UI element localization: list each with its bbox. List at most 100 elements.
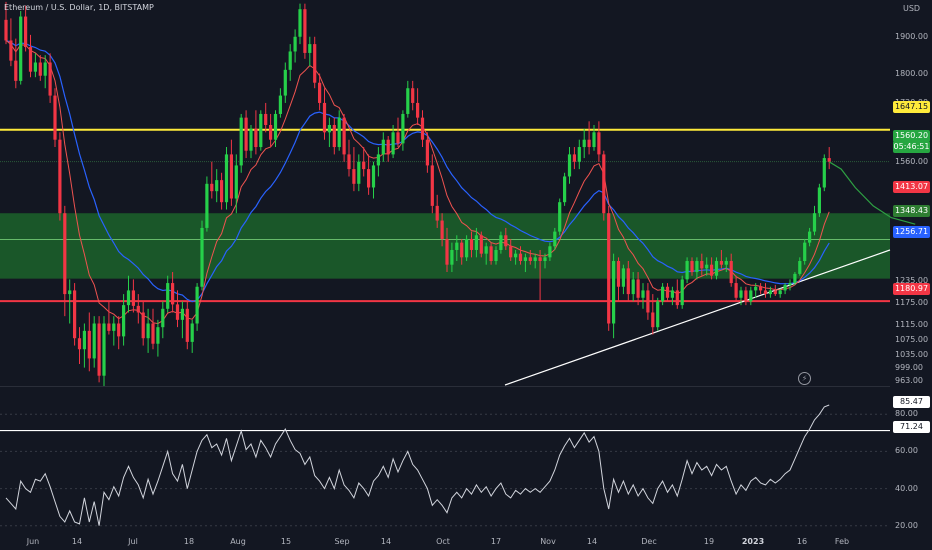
candle-body — [249, 128, 253, 151]
candle-body — [538, 257, 542, 262]
countdown-badge: 05:46:51 — [893, 141, 930, 153]
resistance-price-badge: 1647.15 — [893, 101, 930, 113]
candle-body — [53, 95, 57, 140]
candle-body — [171, 283, 175, 305]
zone-mid-badge: 1348.43 — [893, 205, 930, 217]
candle-body — [33, 62, 37, 72]
candle-body — [768, 290, 772, 295]
candle-body — [705, 264, 709, 269]
candle-body — [489, 246, 493, 262]
candle-body — [656, 301, 660, 328]
rsi-level-badge: 71.24 — [893, 421, 930, 433]
candle-body — [28, 47, 33, 72]
candle-body — [175, 304, 180, 320]
candle-body — [200, 227, 204, 287]
candle-body — [420, 117, 425, 140]
candle-body — [381, 139, 385, 155]
candle-body — [131, 290, 135, 306]
candle-body — [690, 261, 694, 273]
candle-body — [327, 124, 331, 133]
candle-body — [303, 9, 307, 53]
candle-body — [136, 305, 140, 313]
rsi-tick-label: 40.00 — [895, 483, 918, 493]
candle-body — [58, 139, 62, 214]
candle-body — [239, 117, 243, 166]
candle-body — [700, 261, 704, 269]
candle-body — [24, 16, 28, 48]
candle-body — [563, 176, 567, 203]
time-tick-label: 19 — [703, 537, 715, 546]
candle-body — [185, 308, 189, 342]
candle-body — [670, 290, 674, 298]
candle-body — [455, 242, 459, 250]
candle-body — [337, 117, 341, 148]
time-tick-label: Feb — [834, 537, 850, 546]
candle-body — [352, 169, 356, 184]
price-tick-label: 1560.00 — [895, 156, 929, 166]
candle-body — [318, 82, 322, 103]
candle-body — [636, 279, 640, 298]
candle-body — [612, 261, 616, 324]
candle-body — [342, 117, 346, 155]
candle-body — [469, 238, 474, 250]
candle-body — [793, 273, 797, 284]
symbol-title[interactable]: Ethereum / U.S. Dollar, 1D, BITSTAMP — [4, 3, 154, 12]
candle-body — [425, 139, 429, 166]
candle-body — [523, 257, 527, 262]
rsi-tick-label: 60.00 — [895, 446, 918, 456]
candle-body — [783, 284, 787, 291]
candle-body — [465, 238, 469, 258]
time-tick-label: 15 — [280, 537, 292, 546]
candle-body — [14, 60, 18, 81]
trendline — [504, 249, 891, 386]
candle-body — [63, 213, 67, 295]
candle-body — [479, 235, 483, 254]
candle-body — [602, 154, 606, 214]
price-tick-label: 963.00 — [895, 376, 923, 386]
candle-body — [224, 154, 229, 203]
currency-label[interactable]: USD — [903, 4, 921, 13]
candle-body — [773, 290, 777, 295]
rsi-tick-label: 20.00 — [895, 520, 918, 530]
candle-body — [273, 113, 278, 140]
time-tick-label: Nov — [540, 537, 556, 546]
candle-body — [739, 290, 743, 298]
candle-body — [43, 62, 47, 76]
time-tick-label: 2023 — [741, 537, 765, 546]
candle-body — [151, 323, 155, 344]
ema-fast-badge: 1413.07 — [893, 181, 930, 193]
candle-body — [102, 323, 106, 376]
candle-body — [695, 261, 699, 273]
candle-body — [210, 183, 214, 192]
price-tick-label: 1115.00 — [895, 320, 929, 330]
candle-body — [827, 158, 831, 162]
candle-body — [754, 286, 758, 291]
candle-body — [19, 16, 23, 81]
time-tick-label: 14 — [380, 537, 392, 546]
candle-body — [499, 235, 503, 250]
candle-body — [435, 205, 439, 221]
candle-body — [724, 261, 728, 265]
candle-body — [778, 290, 782, 295]
price-tick-label: 1075.00 — [895, 335, 929, 345]
rsi-tick-label: 80.00 — [895, 409, 918, 419]
demand-zone — [0, 213, 890, 279]
candle-body — [4, 19, 8, 41]
candle-body — [543, 257, 547, 262]
candle-body — [587, 139, 591, 148]
candle-body — [288, 51, 292, 70]
price-tick-label: 1035.00 — [895, 349, 929, 359]
time-tick-label: 14 — [71, 537, 83, 546]
time-tick-label: Oct — [436, 537, 450, 546]
candle-body — [680, 279, 684, 306]
flash-icon[interactable]: ⚡ — [798, 372, 811, 385]
candle-body — [822, 158, 826, 188]
candle-body — [371, 165, 376, 188]
candle-body — [362, 161, 366, 170]
candle-body — [313, 44, 317, 83]
candle-body — [77, 338, 82, 350]
candle-body — [82, 330, 86, 350]
candle-body — [577, 147, 581, 162]
candle-body — [269, 124, 273, 140]
